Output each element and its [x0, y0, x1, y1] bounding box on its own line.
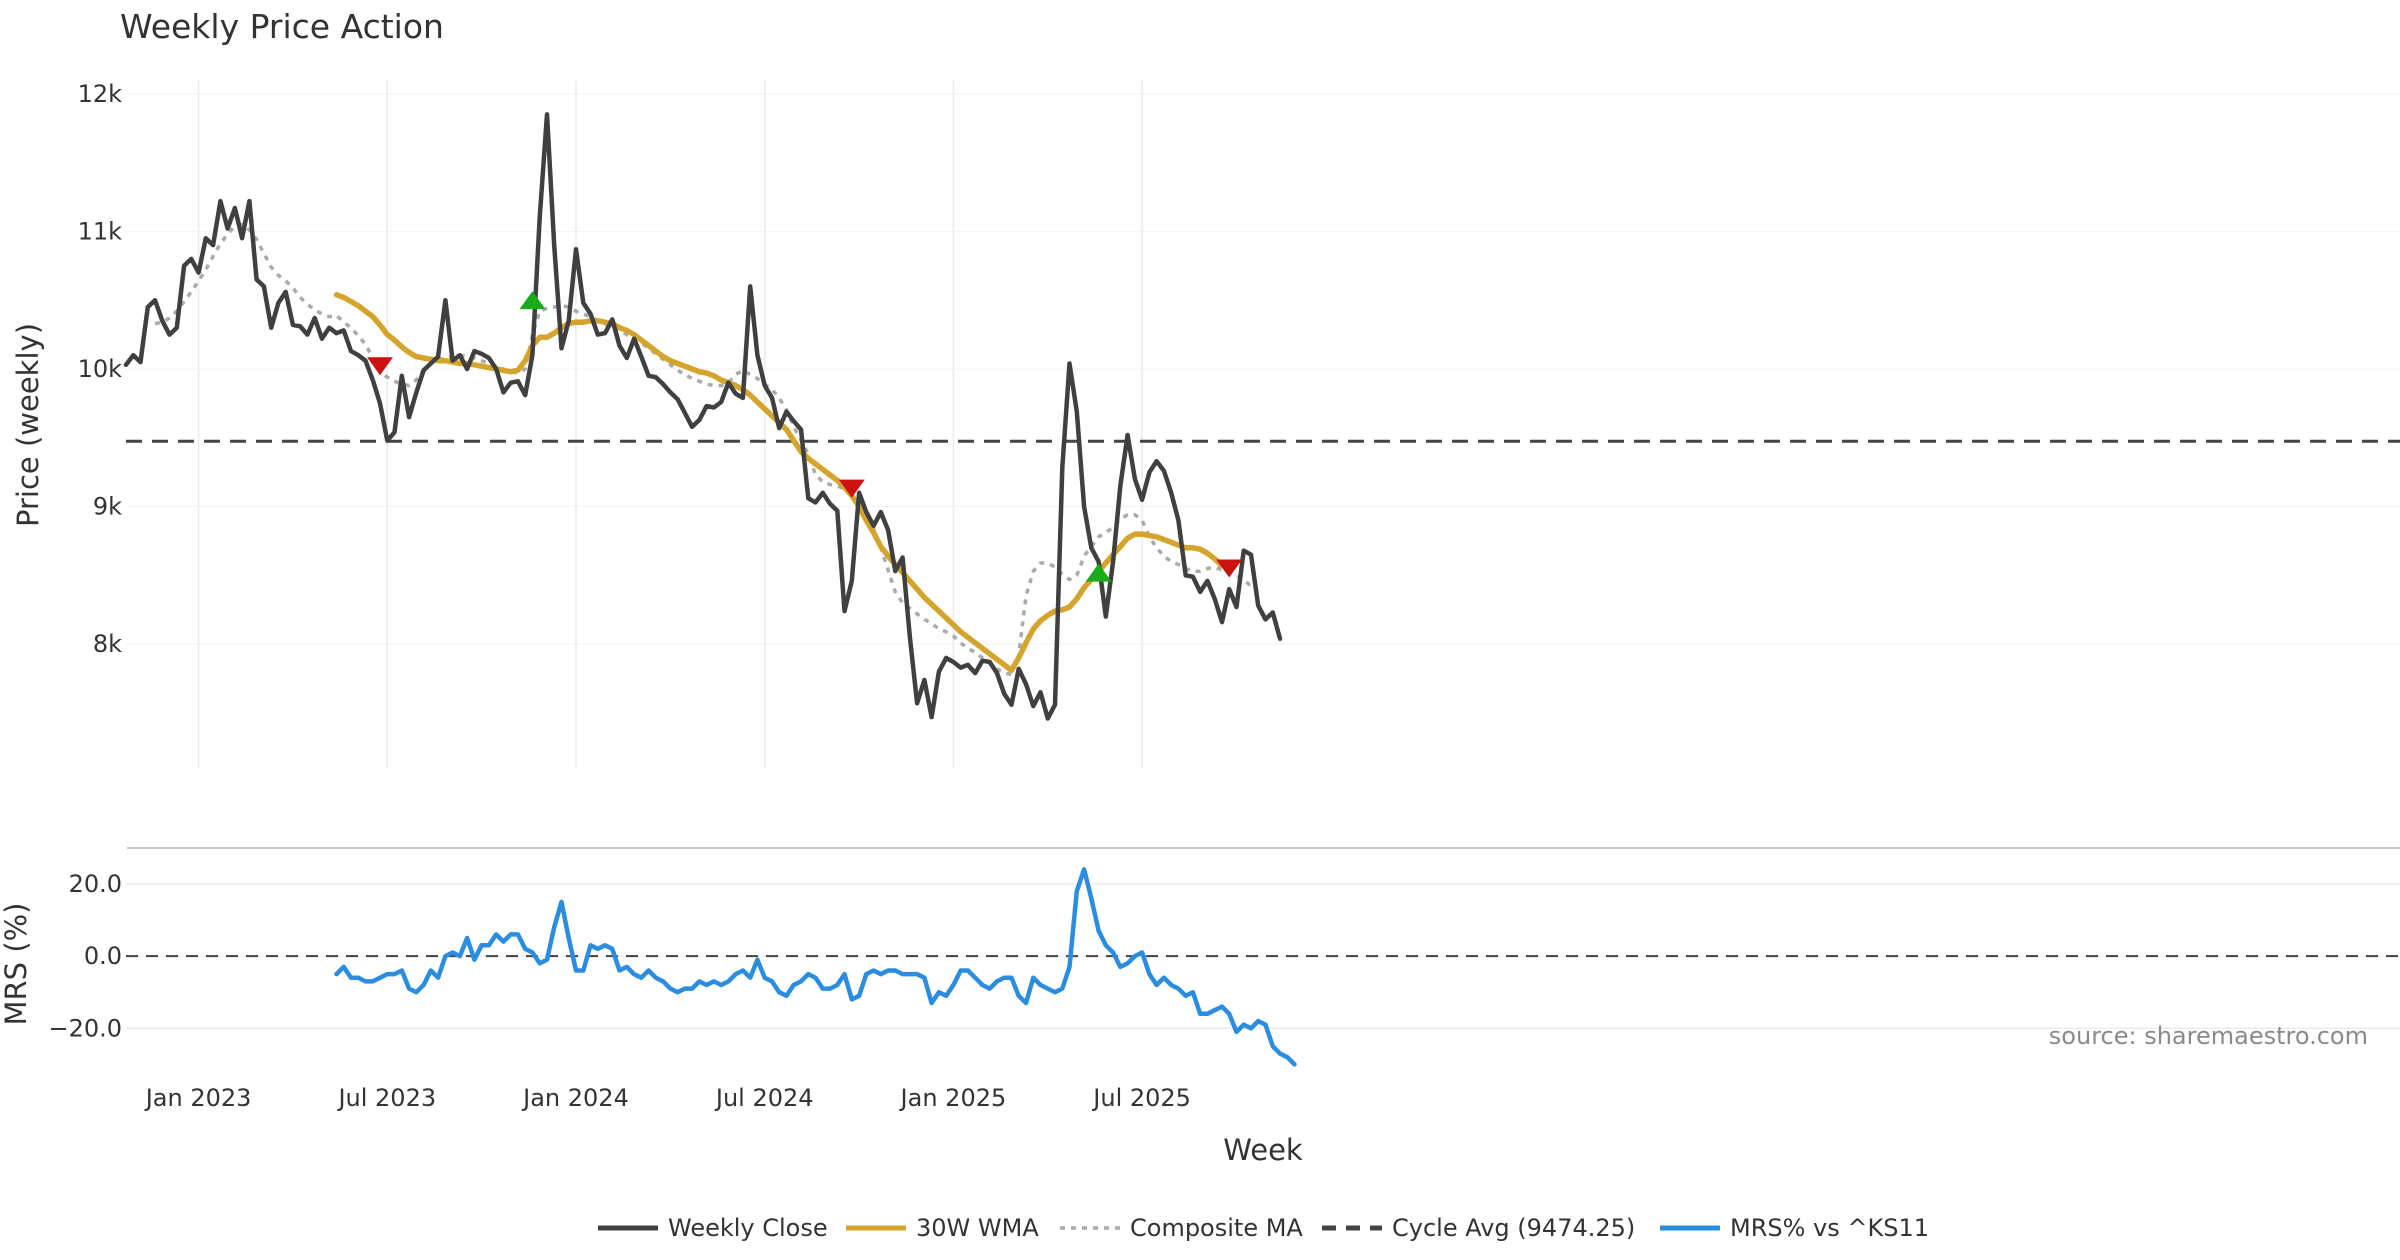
price-y-tick-4: 12k — [78, 80, 123, 108]
mrs-y-tick-2: 20.0 — [69, 870, 122, 898]
legend: Weekly Close 30W WMA Composite MA Cycle Avg… — [598, 1214, 1929, 1242]
sell-signal-marker-0 — [367, 357, 394, 376]
x-tick-0: Jan 2023 — [144, 1084, 252, 1112]
buy-signal-marker-3 — [1085, 563, 1112, 582]
legend-item-0: Weekly Close — [598, 1214, 828, 1242]
legend-item-3: Cycle Avg (9474.25) — [1322, 1214, 1635, 1242]
mrs-line — [334, 867, 1297, 1067]
price-y-axis-label: Price (weekly) — [11, 323, 45, 527]
x-tick-3: Jul 2024 — [714, 1084, 814, 1112]
mrs-panel-grid — [126, 883, 2400, 1030]
x-axis: Jan 2023 Jul 2023 Jan 2024 Jul 2024 Jan 2025… — [144, 1084, 1191, 1112]
price-y-axis: 8k 9k 10k 11k 12k — [78, 80, 123, 658]
x-tick-2: Jan 2024 — [521, 1084, 629, 1112]
signal-markers — [367, 291, 1243, 582]
legend-item-2: Composite MA — [1060, 1214, 1303, 1242]
mrs-y-tick-1: 0.0 — [84, 942, 122, 970]
mrs-y-tick-0: −20.0 — [48, 1014, 122, 1042]
legend-label-1: 30W WMA — [916, 1214, 1039, 1242]
legend-item-1: 30W WMA — [846, 1214, 1039, 1242]
source-credit: source: sharemaestro.com — [2049, 1022, 2368, 1050]
chart-title: Weekly Price Action — [120, 7, 444, 46]
price-y-tick-2: 10k — [78, 355, 123, 383]
x-tick-1: Jul 2023 — [336, 1084, 436, 1112]
x-axis-label: Week — [1223, 1133, 1303, 1167]
sell-signal-marker-4 — [1216, 559, 1243, 578]
composite-ma-line — [154, 222, 1253, 677]
weekly-close-line — [123, 112, 1283, 721]
price-panel-grid — [126, 80, 2400, 768]
legend-item-4: MRS% vs ^KS11 — [1660, 1214, 1929, 1242]
sell-signal-marker-2 — [838, 479, 865, 498]
price-y-tick-1: 9k — [93, 493, 122, 521]
price-y-tick-3: 11k — [78, 217, 123, 245]
buy-signal-marker-1 — [519, 291, 546, 310]
legend-label-4: MRS% vs ^KS11 — [1730, 1214, 1929, 1242]
legend-label-3: Cycle Avg (9474.25) — [1392, 1214, 1635, 1242]
legend-label-0: Weekly Close — [668, 1214, 828, 1242]
mrs-series — [334, 867, 1297, 1067]
mrs-y-axis-label: MRS (%) — [0, 903, 33, 1026]
x-tick-5: Jul 2025 — [1091, 1084, 1191, 1112]
price-series — [123, 112, 1283, 721]
legend-label-2: Composite MA — [1130, 1214, 1303, 1242]
mrs-y-axis: −20.0 0.0 20.0 — [48, 870, 122, 1042]
price-y-tick-0: 8k — [93, 630, 122, 658]
x-tick-4: Jan 2025 — [899, 1084, 1007, 1112]
